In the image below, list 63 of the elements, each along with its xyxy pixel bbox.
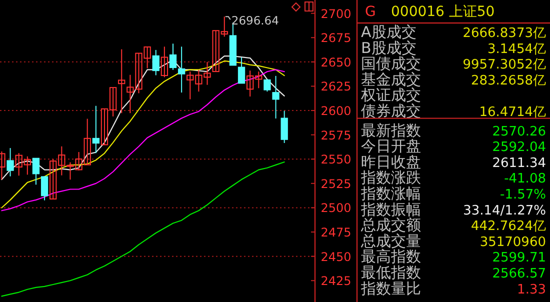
- candlestick: [118, 48, 126, 114]
- y-tick-label: 2525: [320, 176, 352, 191]
- category-label: A股成交: [361, 23, 416, 41]
- candlestick: [169, 43, 177, 70]
- candlestick: [160, 46, 168, 78]
- text: 283.2658亿: [470, 73, 546, 88]
- category-label: 总成交量: [360, 232, 421, 250]
- candlestick: [272, 75, 280, 119]
- y-tick-label: 2650: [320, 55, 352, 70]
- text: G: [365, 4, 376, 20]
- category-label: 债券成交: [361, 102, 421, 120]
- candlestick: [92, 105, 100, 154]
- y-tick-label: 2550: [320, 152, 352, 167]
- y-tick-label: 2500: [320, 201, 352, 216]
- text: 2611.34: [492, 156, 546, 171]
- candlestick: [32, 158, 40, 186]
- category-label: 指数量比: [360, 279, 421, 298]
- y-tick-label: 2575: [320, 128, 352, 142]
- candlestick: [264, 78, 271, 92]
- text: 442.7624亿: [470, 219, 546, 234]
- candlestick: [6, 148, 14, 177]
- text: 1.33: [517, 282, 546, 298]
- candlestick: [238, 56, 246, 84]
- text: 9957.3052亿: [462, 58, 546, 73]
- y-tick-label: 2625: [320, 80, 352, 94]
- category-label: 今日开盘: [361, 137, 421, 156]
- category-label: 最新指数: [361, 121, 421, 140]
- candlestick: [152, 49, 160, 76]
- y-tick-label: 2700: [320, 6, 352, 21]
- candlestick: [280, 110, 288, 144]
- text: 2666.8373亿: [462, 26, 546, 41]
- line-series: [1, 161, 285, 297]
- candlestick: [178, 46, 186, 94]
- text: 3.1454亿: [488, 42, 546, 57]
- category-label: 最低指数: [361, 264, 421, 282]
- category-label: 最高指数: [361, 248, 421, 266]
- candlestick: [40, 176, 48, 201]
- category-label: 指数涨幅: [360, 184, 421, 202]
- text: -41.08: [504, 172, 546, 187]
- category-label: 指数涨跌: [360, 168, 421, 187]
- text: 2599.71: [492, 250, 546, 266]
- category-label: B股成交: [361, 38, 416, 57]
- category-label: 国债成交: [361, 54, 421, 73]
- category-label: 指数振幅: [360, 200, 421, 218]
- annotation: 2696.64: [231, 14, 279, 28]
- text: 2566.57: [492, 266, 546, 282]
- text: 33.14/1.27%: [463, 203, 546, 218]
- text: 000016 上证50: [391, 4, 495, 20]
- text: 2592.04: [492, 140, 546, 156]
- y-tick-label: 2675: [320, 31, 352, 46]
- category-label: 昨日收盘: [361, 152, 421, 171]
- category-label: 基金成交: [361, 70, 421, 88]
- y-tick-label: 2475: [320, 226, 352, 240]
- line-series: [1, 56, 285, 180]
- y-tick-label: 2425: [320, 274, 352, 288]
- y-tick-label: 2600: [320, 104, 352, 118]
- category-label: 总成交额: [360, 216, 421, 234]
- category-label: 权证成交: [360, 86, 421, 104]
- text: 16.4714亿: [479, 105, 546, 120]
- text: -1.57%: [500, 188, 546, 202]
- text: 35170960: [480, 234, 546, 250]
- text: 2570.26: [492, 124, 546, 140]
- y-tick-label: 2450: [320, 250, 352, 264]
